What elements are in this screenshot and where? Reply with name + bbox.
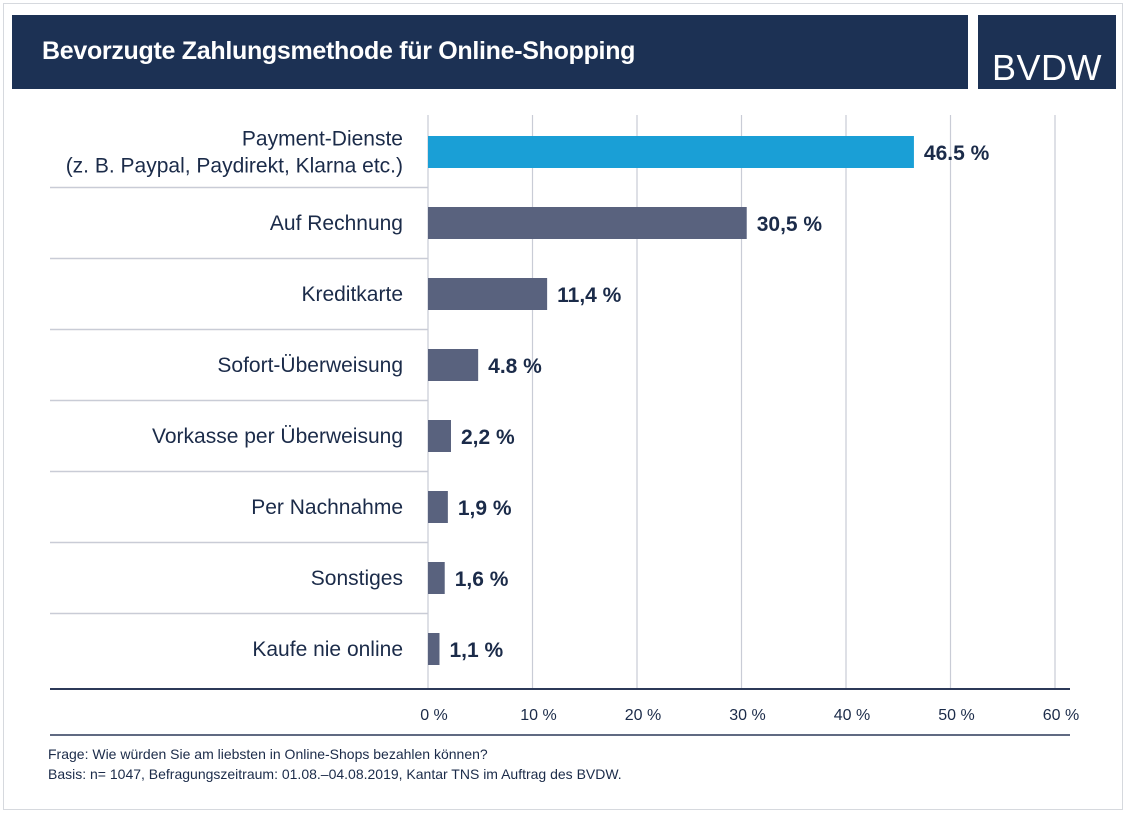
value-label: 46.5 % xyxy=(924,142,990,165)
category-label: Vorkasse per Überweisung xyxy=(152,425,403,448)
x-tick-label: 0 % xyxy=(420,707,448,724)
x-tick-label: 60 % xyxy=(1043,707,1079,724)
category-label: Kreditkarte xyxy=(301,283,403,306)
bar xyxy=(428,420,451,452)
category-label: Per Nachnahme xyxy=(251,496,403,519)
bar xyxy=(428,136,914,168)
footnote-basis: Basis: n= 1047, Befragungszeitraum: 01.0… xyxy=(48,766,622,782)
x-tick-label: 20 % xyxy=(625,707,661,724)
value-label: 1,1 % xyxy=(449,639,503,662)
value-label: 1,9 % xyxy=(458,497,512,520)
chart-title: Bevorzugte Zahlungsmethode für Online-Sh… xyxy=(42,37,636,65)
value-label: 2,2 % xyxy=(461,426,515,449)
bvdw-logo: BVDW xyxy=(978,15,1116,89)
value-label: 4.8 % xyxy=(488,355,542,378)
bar xyxy=(428,349,479,381)
bar xyxy=(428,633,440,665)
bar xyxy=(428,207,747,239)
category-label: Auf Rechnung xyxy=(270,212,403,235)
logo-text: BVDW xyxy=(992,47,1102,88)
x-tick-label: 40 % xyxy=(834,707,870,724)
category-label: Sonstiges xyxy=(311,567,403,590)
header-bar: Bevorzugte Zahlungsmethode für Online-Sh… xyxy=(12,15,968,89)
value-label: 1,6 % xyxy=(455,568,509,591)
footnote-question: Frage: Wie würden Sie am liebsten in Onl… xyxy=(48,746,488,762)
category-label: (z. B. Paypal, Paydirekt, Klarna etc.) xyxy=(66,155,403,178)
value-label: 11,4 % xyxy=(557,284,622,307)
x-tick-label: 30 % xyxy=(729,707,765,724)
x-tick-label: 50 % xyxy=(938,707,974,724)
value-label: 30,5 % xyxy=(757,213,823,236)
category-label: Payment-Dienste xyxy=(242,128,403,151)
x-tick-label: 10 % xyxy=(520,707,556,724)
category-label: Kaufe nie online xyxy=(252,638,403,661)
category-label: Sofort-Überweisung xyxy=(217,354,403,377)
bar xyxy=(428,491,448,523)
bar xyxy=(428,562,445,594)
bar xyxy=(428,278,548,310)
